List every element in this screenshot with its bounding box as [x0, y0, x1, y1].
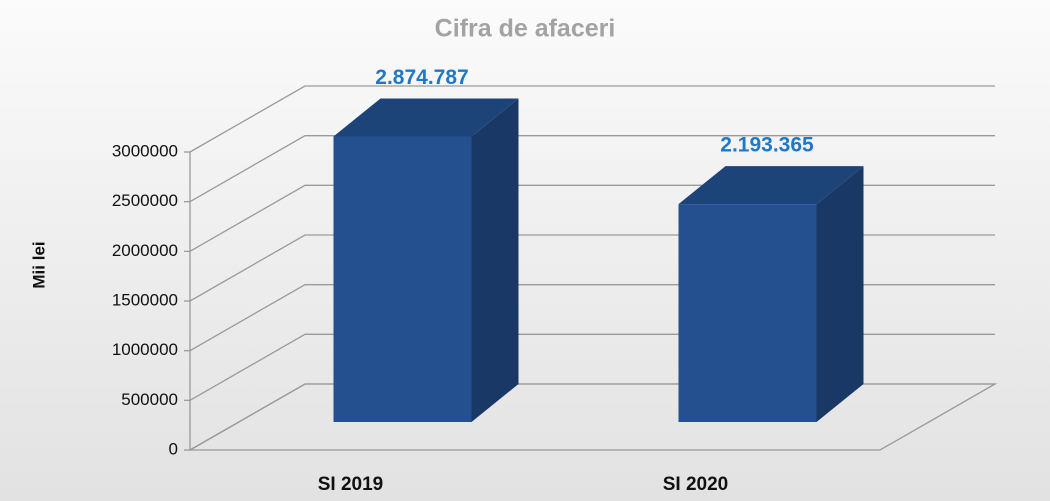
y-tick-label: 2500000: [112, 191, 178, 210]
bar: [678, 204, 817, 422]
bar-top: [678, 166, 864, 205]
y-axis-label: Mii lei: [29, 241, 48, 288]
y-tick-label: 1500000: [112, 290, 178, 309]
y-tick-label: 1000000: [112, 340, 178, 359]
y-tick-label: 0: [169, 439, 178, 458]
y-tick-label: 2000000: [112, 241, 178, 260]
bar-side: [816, 166, 864, 422]
x-tick-label: SI 2019: [318, 474, 384, 495]
y-tick-label: 500000: [121, 390, 178, 409]
chart-title: Cifra de afaceri: [435, 15, 616, 43]
bar: [333, 136, 472, 423]
data-label: 2.874.787: [375, 66, 468, 89]
grid-line: [189, 85, 995, 153]
grid-line: [189, 135, 995, 203]
bar-top: [333, 98, 519, 137]
x-tick-label: SI 2020: [663, 474, 729, 495]
data-label: 2.193.365: [720, 134, 814, 157]
y-tick-label: 3000000: [112, 141, 178, 160]
bar-side: [471, 98, 519, 422]
